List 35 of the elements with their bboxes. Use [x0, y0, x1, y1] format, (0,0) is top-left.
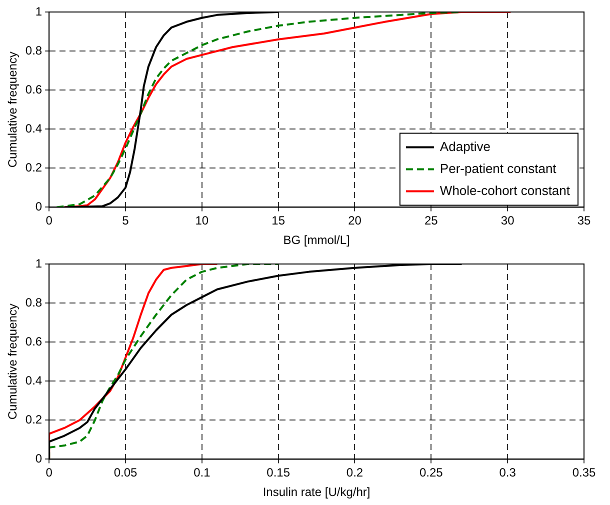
x-tick-label: 25 [424, 214, 438, 228]
x-tick-label: 5 [122, 214, 130, 228]
x-tick-label: 0.35 [572, 466, 596, 480]
legend-label: Per-patient constant [440, 160, 557, 176]
legend-label: Adaptive [440, 138, 491, 154]
x-tick-label: 0.05 [114, 466, 138, 480]
y-tick-label: 0 [35, 452, 42, 466]
y-tick-label: 0.6 [25, 334, 42, 348]
x-tick-label: 0.2 [346, 466, 364, 480]
x-tick-label: 0.15 [266, 466, 290, 480]
y-tick-label: 0.6 [25, 82, 42, 96]
x-axis-title: BG [mmol/L] [283, 233, 350, 248]
x-tick-label: 20 [348, 214, 362, 228]
y-tick-label: 1 [35, 256, 42, 270]
y-tick-label: 0.2 [25, 412, 42, 426]
x-tick-label: 0.25 [419, 466, 444, 480]
x-tick-label: 35 [577, 214, 591, 228]
y-tick-label: 0 [35, 200, 42, 214]
x-tick-label: 0 [46, 466, 53, 480]
x-tick-label: 15 [272, 214, 286, 228]
x-tick-label: 10 [195, 214, 209, 228]
y-tick-label: 0.8 [25, 43, 42, 58]
y-tick-label: 0.4 [25, 121, 42, 136]
y-tick-label: 1 [35, 4, 42, 18]
x-tick-label: 30 [500, 214, 515, 228]
y-axis-title: Cumulative frequency [6, 52, 20, 168]
y-axis-title: Cumulative frequency [6, 304, 20, 420]
x-tick-label: 0 [46, 214, 53, 228]
x-axis-title: Insulin rate [U/kg/hr] [262, 485, 370, 500]
y-tick-label: 0.4 [25, 373, 42, 388]
x-tick-label: 0.3 [499, 466, 516, 480]
y-tick-label: 0.2 [25, 160, 42, 174]
x-tick-label: 0.1 [194, 466, 211, 480]
legend-label: Whole-cohort constant [440, 182, 570, 198]
y-tick-label: 0.8 [25, 295, 42, 310]
